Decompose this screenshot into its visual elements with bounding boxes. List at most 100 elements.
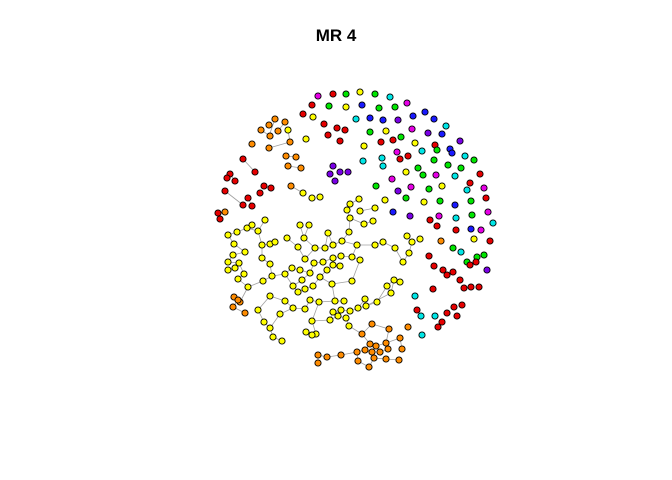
graph-node-orange	[229, 303, 237, 311]
graph-node-yellow	[289, 282, 297, 290]
graph-node-orange	[396, 334, 404, 342]
graph-node-yellow	[329, 261, 337, 269]
graph-node-purple	[394, 187, 402, 195]
graph-node-blue	[430, 115, 438, 123]
graph-node-green	[397, 133, 405, 141]
graph-node-yellow	[383, 282, 391, 290]
graph-node-blue	[389, 208, 397, 216]
graph-node-orange	[323, 353, 331, 361]
graph-node-orange	[265, 121, 273, 129]
graph-node-yellow	[356, 88, 364, 96]
graph-node-yellow	[399, 258, 407, 266]
graph-node-orange	[376, 348, 384, 356]
graph-node-cyan	[379, 162, 387, 170]
graph-node-yellow	[315, 298, 323, 306]
graph-node-yellow	[269, 333, 277, 341]
graph-node-yellow	[396, 278, 404, 286]
graph-node-orange	[370, 354, 378, 362]
graph-node-orange	[282, 152, 290, 160]
graph-node-yellow	[259, 277, 267, 285]
graph-node-yellow	[379, 238, 387, 246]
graph-node-orange	[284, 162, 292, 170]
graph-node-green	[444, 161, 452, 169]
graph-node-blue	[379, 116, 387, 124]
graph-node-red	[341, 126, 349, 134]
graph-node-yellow	[260, 318, 268, 326]
graph-node-yellow	[248, 221, 256, 229]
graph-node-green	[366, 128, 374, 136]
graph-node-orange	[358, 330, 366, 338]
graph-node-yellow	[296, 221, 304, 229]
graph-node-yellow	[321, 244, 329, 252]
graph-node-green	[430, 156, 438, 164]
graph-node-yellow	[360, 142, 368, 150]
graph-node-magenta	[403, 99, 411, 107]
graph-node-cyan	[352, 115, 360, 123]
graph-node-blue	[366, 114, 374, 122]
graph-node-red	[429, 285, 437, 293]
graph-node-yellow	[348, 277, 356, 285]
graph-node-yellow	[261, 216, 269, 224]
graph-node-green	[342, 90, 350, 98]
graph-node-green	[470, 156, 478, 164]
graph-node-yellow	[281, 297, 289, 305]
graph-node-red	[453, 312, 461, 320]
graph-node-orange	[221, 208, 229, 216]
graph-node-yellow	[329, 254, 337, 262]
graph-node-yellow	[266, 260, 274, 268]
graph-node-red	[467, 283, 475, 291]
graph-edge	[268, 141, 291, 149]
graph-edge	[224, 190, 244, 206]
graph-node-cyan	[442, 122, 450, 130]
graph-node-yellow	[289, 304, 297, 312]
graph-node-red	[443, 271, 451, 279]
graph-node-yellow	[308, 331, 316, 339]
graph-node-yellow	[411, 139, 419, 147]
graph-node-magenta	[432, 171, 440, 179]
graph-node-purple	[456, 137, 464, 145]
graph-node-red	[308, 101, 316, 109]
graph-node-magenta	[480, 184, 488, 192]
graph-node-purple	[326, 170, 334, 178]
graph-node-yellow	[299, 189, 307, 197]
graph-node-red	[404, 152, 412, 160]
graph-node-red	[221, 187, 229, 195]
graph-node-red	[456, 276, 464, 284]
graph-node-yellow	[294, 288, 302, 296]
graph-node-yellow	[360, 220, 368, 228]
graph-node-blue	[438, 130, 446, 138]
graph-node-yellow	[361, 295, 369, 303]
graph-node-magenta	[393, 148, 401, 156]
graph-node-magenta	[484, 208, 492, 216]
graph-node-orange	[365, 363, 373, 371]
graph-node-yellow	[298, 276, 306, 284]
graph-node-red	[267, 184, 275, 192]
graph-node-yellow	[258, 241, 266, 249]
graph-node-cyan	[452, 214, 460, 222]
graph-node-orange	[337, 351, 345, 359]
graph-node-red	[333, 124, 341, 132]
graph-node-red	[434, 323, 442, 331]
graph-node-red	[377, 138, 385, 146]
graph-node-red	[231, 177, 239, 185]
graph-node-blue	[448, 149, 456, 157]
graph-node-yellow	[381, 196, 389, 204]
graph-node-yellow	[329, 241, 337, 249]
graph-node-red	[329, 90, 337, 98]
graph-node-green	[375, 104, 383, 112]
graph-node-yellow	[254, 306, 262, 314]
graph-node-orange	[368, 348, 376, 356]
graph-node-purple	[336, 168, 344, 176]
graph-node-yellow	[353, 241, 361, 249]
graph-node-blue	[467, 225, 475, 233]
graph-node-orange	[395, 356, 403, 364]
graph-node-yellow	[266, 324, 274, 332]
graph-node-yellow	[387, 289, 395, 297]
graph-node-orange	[257, 126, 265, 134]
graph-node-orange	[265, 144, 273, 152]
graph-node-yellow	[319, 258, 327, 266]
graph-node-yellow	[258, 254, 266, 262]
graph-node-cyan	[463, 186, 471, 194]
graph-edge	[351, 259, 361, 282]
